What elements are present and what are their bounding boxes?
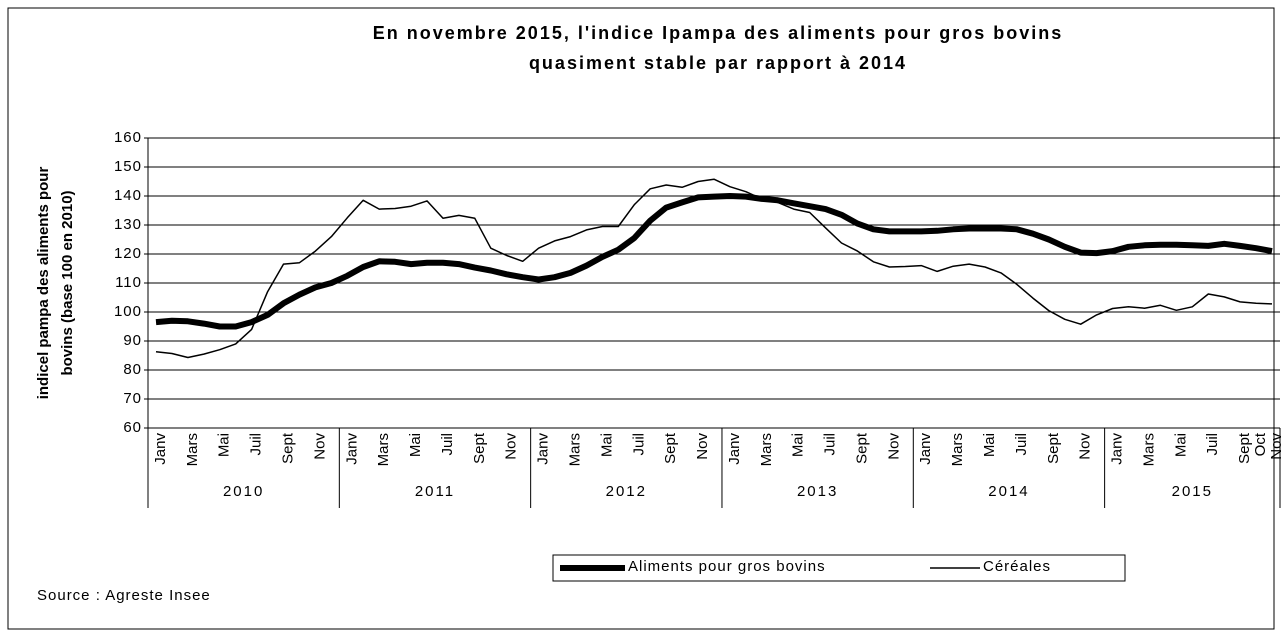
x-tick-label: Mai <box>1172 433 1189 457</box>
y-tick-label: 70 <box>123 390 142 407</box>
x-tick-label: Janv <box>917 433 934 465</box>
x-tick-label: Mars <box>375 433 392 466</box>
y-tick-label: 90 <box>123 332 142 349</box>
y-tick-label: 130 <box>114 216 142 233</box>
y-axis-label: bovins (base 100 en 2010) <box>59 190 76 375</box>
x-tick-label: Janv <box>726 433 743 465</box>
x-tick-label: Juil <box>439 433 456 456</box>
x-tick-label: Mars <box>758 433 775 466</box>
x-tick-label: Nov <box>503 433 520 460</box>
x-tick-label: Mai <box>981 433 998 457</box>
y-tick-label: 160 <box>114 129 142 146</box>
chart-border <box>7 7 1275 630</box>
x-tick-label: Janv <box>152 433 169 465</box>
x-tick-label: Sept <box>1236 432 1253 464</box>
x-tick-label: Nov <box>694 433 711 460</box>
x-tick-label: Nov <box>311 433 328 460</box>
y-tick-label: 60 <box>123 419 142 436</box>
chart-title: En novembre 2015, l'indice Ipampa des al… <box>373 23 1063 43</box>
x-tick-label: Juil <box>630 433 647 456</box>
x-tick-label: Mai <box>407 433 424 457</box>
x-group-label: 2014 <box>988 483 1029 500</box>
x-tick-label: Nov <box>1077 433 1094 460</box>
y-tick-label: 150 <box>114 158 142 175</box>
x-tick-label: Juil <box>248 433 265 456</box>
x-tick-label: Sept <box>853 432 870 464</box>
x-tick-label: Mai <box>790 433 807 457</box>
x-tick-label: Mai <box>216 433 233 457</box>
y-tick-label: 140 <box>114 187 142 204</box>
x-tick-label: Sept <box>662 432 679 464</box>
x-tick-label: Mars <box>949 433 966 466</box>
y-tick-label: 120 <box>114 245 142 262</box>
x-tick-label: Mai <box>598 433 615 457</box>
x-group-label: 2011 <box>415 483 455 500</box>
x-tick-label: Janv <box>1109 433 1126 465</box>
x-group-label: 2015 <box>1172 483 1213 500</box>
x-tick-label: Oct <box>1252 432 1269 456</box>
x-tick-label: Juil <box>1204 433 1221 456</box>
x-tick-label: Nov <box>885 433 902 460</box>
x-tick-label: Mars <box>566 433 583 466</box>
x-tick-label: Sept <box>279 432 296 464</box>
series-line <box>155 193 1273 330</box>
x-tick-label: Janv <box>343 433 360 465</box>
legend-label: Aliments pour gros bovins <box>628 558 826 575</box>
x-group-label: 2010 <box>223 483 264 500</box>
legend <box>552 554 1126 582</box>
x-group-label: 2013 <box>797 483 838 500</box>
x-tick-label: Mars <box>1140 433 1157 466</box>
x-tick-label: Janv <box>535 433 552 465</box>
x-tick-label: Mars <box>184 433 201 466</box>
y-tick-label: 100 <box>114 303 142 320</box>
x-tick-label: Juil <box>1013 433 1030 456</box>
x-tick-label: Sept <box>471 432 488 464</box>
x-tick-label: Juil <box>822 433 839 456</box>
y-tick-label: 110 <box>115 274 142 291</box>
source: Source : Agreste Insee <box>37 587 211 604</box>
chart-title: quasiment stable par rapport à 2014 <box>529 53 907 73</box>
y-axis-label: indicel pampa des aliments pour <box>35 167 52 400</box>
series-line <box>155 178 1273 359</box>
x-tick-label: Nov <box>1268 433 1283 460</box>
x-tick-label: Sept <box>1045 432 1062 464</box>
legend-label: Céréales <box>983 558 1051 575</box>
x-group-label: 2012 <box>606 483 647 500</box>
y-tick-label: 80 <box>123 361 142 378</box>
